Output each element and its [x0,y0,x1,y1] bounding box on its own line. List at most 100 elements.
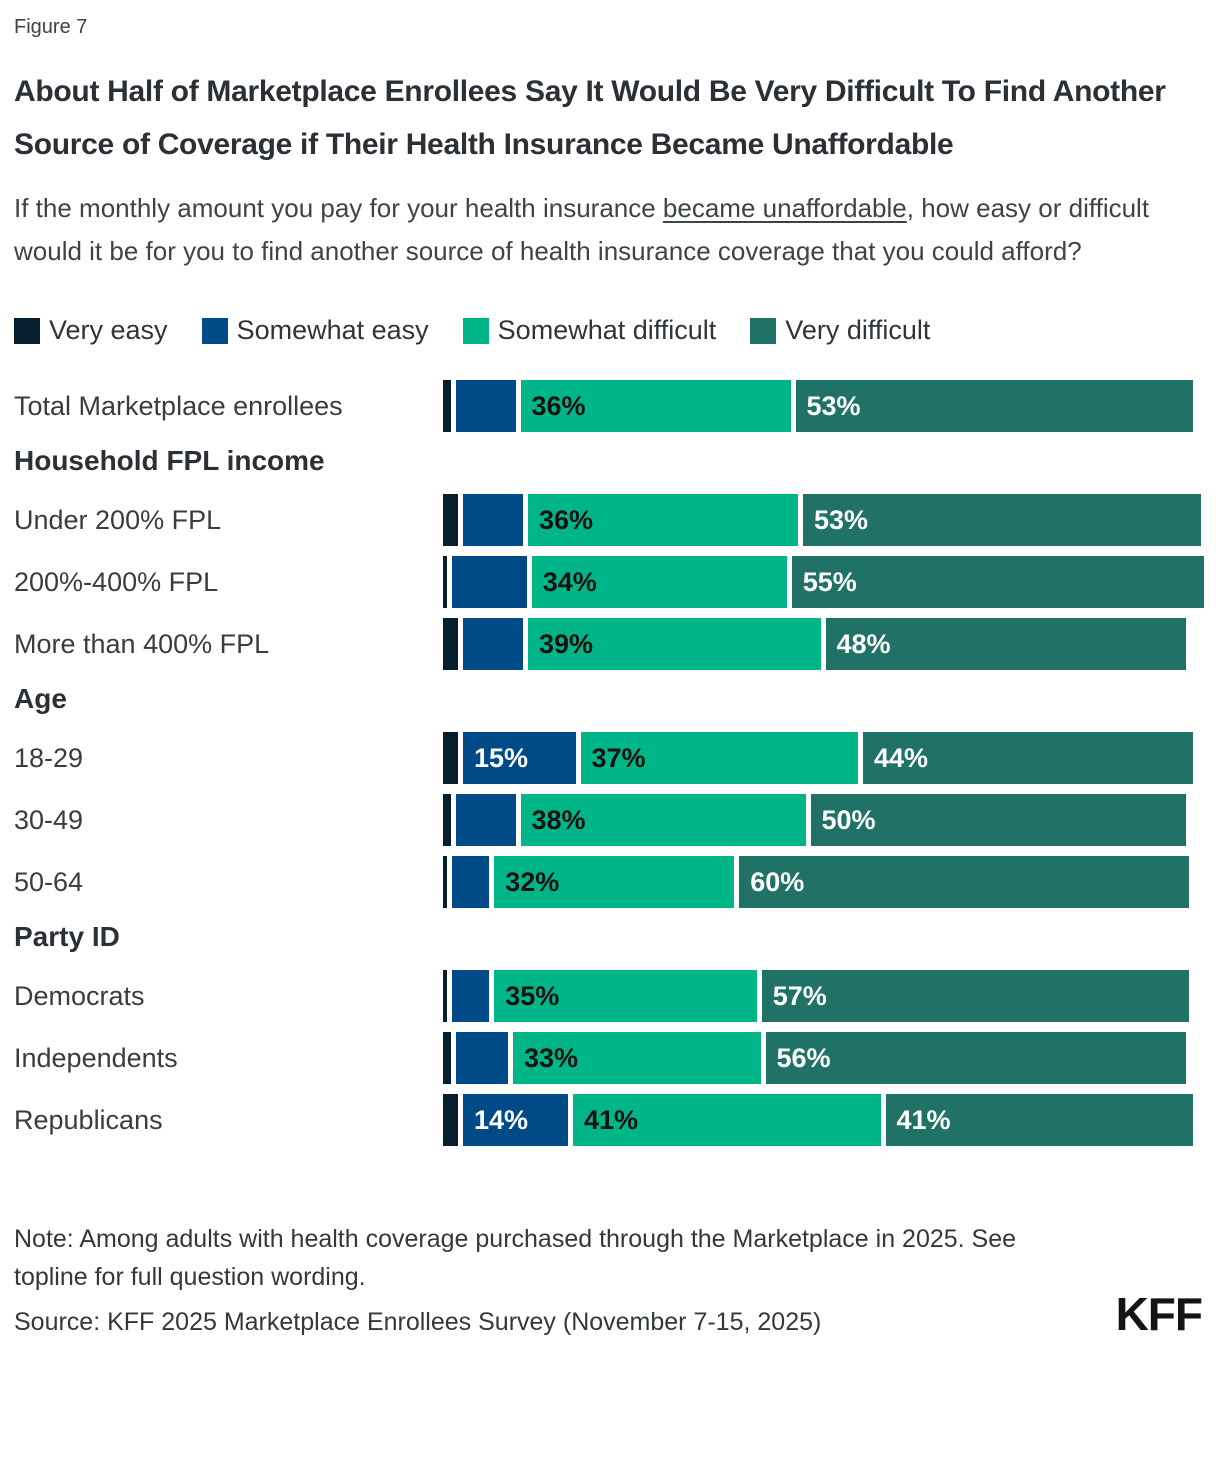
bar-segment-somewhat-difficult: 38% [520,794,806,846]
bar-row: More than 400% FPL 39% 48% [14,618,1206,670]
bar-segment-somewhat-difficult: 34% [531,556,787,608]
bar-row: Total Marketplace enrollees 36% 53% [14,380,1206,432]
legend-item-somewhat_difficult: Somewhat difficult [462,315,717,346]
row-label: 30-49 [14,804,84,835]
legend-swatch-very_difficult [750,317,777,344]
bar-segment-very-easy [443,1032,451,1084]
bar-track: 36% 53% [443,380,1193,432]
bar-segment-very-difficult: 55% [791,556,1205,608]
bar-segment-somewhat-easy [455,794,516,846]
chart-title: About Half of Marketplace Enrollees Say … [14,75,1166,161]
bar-row: Republicans 14% 41% 41% [14,1094,1206,1146]
bar-segment-somewhat-difficult: 36% [520,380,791,432]
figure-label: Figure 7 [14,16,88,38]
bar-value-label: 35% [505,980,560,1011]
bar-segment-very-easy [443,970,447,1022]
bar-value-label: 39% [539,628,594,659]
row-label: Democrats [14,980,145,1011]
bar-row: 30-49 38% 50% [14,794,1206,846]
legend-item-very_easy: Very easy [14,315,168,346]
bar-value-label: 41% [896,1104,951,1135]
bar-segment-very-easy [443,380,451,432]
footer: Note: Among adults with health coverage … [14,1220,1206,1340]
bar-value-label: 15% [474,742,529,773]
bar-value-label: 33% [524,1042,579,1073]
bar-segment-somewhat-difficult: 37% [580,732,858,784]
bar-value-label: 57% [772,980,827,1011]
bar-value-label: 37% [591,742,646,773]
bar-segment-somewhat-difficult: 41% [573,1094,881,1146]
bar-segment-somewhat-difficult: 33% [513,1032,761,1084]
legend-label-somewhat_difficult: Somewhat difficult [497,315,717,345]
bar-segment-somewhat-easy [463,494,523,546]
chart-subtitle: If the monthly amount you pay for your h… [14,187,1204,273]
bar-segment-very-easy [443,794,451,846]
bar-track: 32% 60% [443,856,1190,908]
bar-track: 38% 50% [443,794,1186,846]
bar-value-label: 44% [874,742,929,773]
bar-segment-somewhat-difficult: 39% [528,618,821,670]
legend-item-very_difficult: Very difficult [750,315,930,346]
row-label: 200%-400% FPL [14,566,219,597]
bar-segment-very-difficult: 57% [761,970,1190,1022]
legend-item-somewhat_easy: Somewhat easy [201,315,429,346]
bar-segment-very-easy [443,856,447,908]
bar-row: Independents 33% 56% [14,1032,1206,1084]
legend-label-very_easy: Very easy [49,315,168,345]
bar-segment-somewhat-difficult: 32% [494,856,735,908]
chart-rows: Total Marketplace enrollees 36% 53% Househo… [14,380,1206,1146]
bar-segment-somewhat-easy [451,856,490,908]
source-text: Source: KFF 2025 Marketplace Enrollees S… [14,1308,822,1336]
bar-segment-somewhat-difficult: 35% [494,970,757,1022]
bar-segment-very-difficult: 53% [795,380,1193,432]
bar-value-label: 34% [542,566,597,597]
bar-value-label: 56% [776,1042,831,1073]
bar-value-label: 60% [750,866,805,897]
bar-track: 36% 53% [443,494,1201,546]
legend-swatch-very_easy [14,317,40,344]
bar-value-label: 53% [806,390,861,421]
bar-segment-somewhat-easy [451,556,527,608]
bar-segment-very-difficult: 56% [765,1032,1186,1084]
bar-segment-somewhat-easy [451,970,490,1022]
row-label: Total Marketplace enrollees [14,390,343,421]
row-label: Under 200% FPL [14,504,222,535]
bar-row: Under 200% FPL 36% 53% [14,494,1206,546]
bar-value-label: 36% [531,390,586,421]
row-label: 50-64 [14,866,84,897]
bar-row: 18-29 15% 37% 44% [14,732,1206,784]
subtitle-text-pre: If the monthly amount you pay for your h… [14,193,663,223]
bar-value-label: 14% [474,1104,529,1135]
bar-track: 34% 55% [443,556,1205,608]
bar-segment-very-difficult: 44% [863,732,1193,784]
legend-label-very_difficult: Very difficult [785,315,931,345]
bar-segment-very-difficult: 53% [803,494,1201,546]
row-label: More than 400% FPL [14,628,270,659]
row-label: Republicans [14,1104,163,1135]
bar-value-label: 32% [505,866,560,897]
bar-value-label: 48% [836,628,891,659]
bar-segment-somewhat-easy [463,618,523,670]
bar-segment-very-difficult: 60% [739,856,1190,908]
bar-segment-somewhat-easy [455,1032,508,1084]
bar-segment-somewhat-difficult: 36% [528,494,798,546]
legend-label-somewhat_easy: Somewhat easy [236,315,429,345]
bar-value-label: 55% [802,566,857,597]
subtitle-underlined-phrase: became unaffordable [662,193,907,223]
legend-swatch-somewhat_difficult [462,317,489,344]
bar-segment-very-easy [443,618,458,670]
subtitle-text-post: , how easy or difficult would it be for … [14,193,1150,266]
row-label: Independents [14,1042,178,1073]
bar-row: 50-64 32% 60% [14,856,1206,908]
bar-track: 39% 48% [443,618,1186,670]
bar-value-label: 36% [539,504,594,535]
bar-track: 15% 37% 44% [443,732,1193,784]
bar-segment-very-easy [443,732,458,784]
section-header: Party ID [14,921,120,952]
legend: Very easy Somewhat easy Somewhat difficult… [14,315,1206,346]
bar-segment-somewhat-easy: 15% [463,732,576,784]
bar-segment-very-difficult: 48% [825,618,1186,670]
bar-row: Democrats 35% 57% [14,970,1206,1022]
note-text: Note: Among adults with health coverage … [14,1225,1017,1291]
legend-swatch-somewhat_easy [201,317,228,344]
